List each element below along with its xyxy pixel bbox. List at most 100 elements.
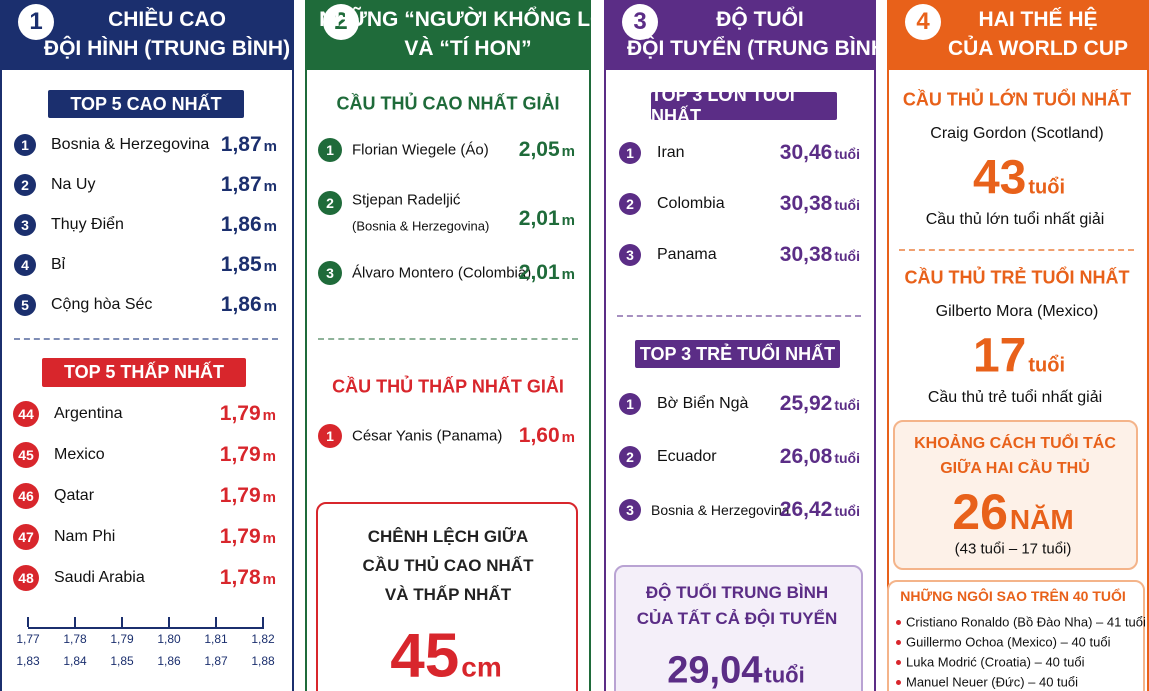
unit: m [262, 530, 276, 547]
scale-tick [74, 617, 76, 627]
rank-badge: 47 [13, 524, 39, 550]
team-name: Cộng hòa Séc [51, 296, 153, 313]
box-line: GIỮA HAI CẦU THỦ [940, 460, 1090, 477]
age-value: 30,38 tuổi [780, 192, 860, 216]
scale-tick [168, 617, 170, 627]
team-name: Argentina [54, 405, 123, 422]
age-value: 26,42 tuổi [780, 498, 860, 522]
unit: tuổi [834, 397, 860, 413]
star-item: Guillermo Ochoa (Mexico) – 40 tuổi [906, 634, 1111, 650]
player-caption: Cầu thủ trẻ tuổi nhất giải [927, 389, 1103, 406]
unit: m [262, 489, 276, 506]
box-line: VÀ THẤP NHẤT [384, 585, 512, 604]
value: 43 [972, 151, 1027, 205]
unit: m [561, 143, 575, 160]
column-title: CHIỀU CAO [108, 8, 226, 31]
unit: tuổi [1028, 176, 1066, 199]
height-value: 1,86 m [221, 293, 277, 317]
age-value: 30,38 tuổi [780, 243, 860, 267]
box-line: CẦU THỦ CAO NHẤT [362, 556, 534, 575]
height-value: 1,60 m [519, 424, 575, 448]
scale-label: 1,80 [157, 632, 181, 646]
height-value: 1,78 m [220, 566, 276, 590]
column-subtitle: ĐỘI TUYỂN (TRUNG BÌNH) [627, 37, 893, 60]
value: 1,86 [220, 293, 262, 316]
rank-badge: 45 [13, 442, 39, 468]
column-subtitle: VÀ “TÍ HON” [404, 37, 532, 60]
section-heading: CẦU THỦ LỚN TUỔI NHẤT [902, 89, 1132, 110]
team-name: Nam Phi [54, 528, 116, 545]
column-frame [604, 70, 876, 691]
highlight-box [316, 502, 578, 691]
team-name: Ecuador [657, 448, 717, 465]
column-frame [887, 70, 1149, 691]
rank-badge: 1 [619, 393, 641, 415]
value: 2,01 [518, 261, 560, 284]
height-value: 1,85 m [221, 253, 277, 277]
rank-badge: 4 [14, 254, 36, 276]
star-item: Manuel Neuer (Đức) – 40 tuổi [906, 674, 1079, 690]
scale-tick [27, 617, 29, 627]
age-value: 25,92 tuổi [780, 392, 860, 416]
box-line: CỦA TẤT CẢ ĐỘI TUYỂN [636, 609, 838, 628]
highlight-box [887, 580, 1145, 691]
rank-badge: 2 [619, 446, 641, 468]
unit: tuổi [834, 197, 860, 213]
box-line: CHÊNH LỆCH GIỮA [367, 527, 529, 546]
height-value: 2,05 m [519, 138, 575, 162]
value: 26,08 [779, 445, 833, 468]
value: 1,86 [220, 213, 262, 236]
unit: tuổi [764, 662, 805, 688]
column-subtitle: CỦA WORLD CUP [947, 37, 1129, 60]
rank-badge: 3 [619, 244, 641, 266]
rank-badge: 46 [13, 483, 39, 509]
team-name: Qatar [54, 487, 95, 504]
section-heading: CẦU THỦ THẤP NHẤT GIẢI [332, 376, 564, 397]
divider [617, 315, 861, 317]
height-value: 1,87 m [221, 173, 277, 197]
scale-label: 1,79 [110, 632, 134, 646]
value: 1,87 [220, 173, 262, 196]
player-name: Florian Wiegele (Áo) [352, 141, 489, 159]
player-name: César Yanis (Panama) [352, 427, 503, 445]
rank-badge: 2 [619, 193, 641, 215]
rank-badge: 5 [14, 294, 36, 316]
player-name: Craig Gordon (Scotland) [930, 125, 1104, 142]
height-value: 1,79 m [220, 484, 276, 508]
age-value: 17 tuổi [973, 329, 1065, 384]
team-name: Panama [657, 246, 717, 263]
age-value: 30,46 tuổi [780, 141, 860, 165]
unit: m [263, 138, 277, 155]
value: 1,79 [219, 484, 261, 507]
scale-label: 1,84 [63, 654, 87, 668]
divider [318, 338, 578, 340]
value: 1,60 [518, 424, 560, 447]
value: 1,85 [220, 253, 262, 276]
bullet [896, 660, 901, 665]
player-name: Stjepan Radeljić [352, 191, 461, 209]
value: 1,79 [219, 402, 261, 425]
column-frame [0, 70, 294, 691]
rank-badge: 44 [13, 401, 39, 427]
value: 30,46 [779, 141, 833, 164]
height-value: 1,79 m [220, 525, 276, 549]
section-heading: CẦU THỦ CAO NHẤT GIẢI [336, 93, 560, 114]
player-caption: Cầu thủ lớn tuổi nhất giải [925, 211, 1105, 228]
unit: tuổi [1028, 354, 1066, 377]
player-name: Gilberto Mora (Mexico) [935, 303, 1099, 320]
value: 1,79 [219, 525, 261, 548]
height-value: 1,79 m [220, 402, 276, 426]
height-value: 2,01 m [519, 261, 575, 285]
unit: tuổi [834, 503, 860, 519]
unit: tuổi [834, 146, 860, 162]
rank-badge: 3 [14, 214, 36, 236]
divider [14, 338, 278, 340]
star-item: Cristiano Ronaldo (Bồ Đào Nha) – 41 tuổi [906, 614, 1146, 630]
unit: m [263, 218, 277, 235]
team-name: Bosnia & Herzegovina [651, 502, 790, 518]
rank-badge: 3 [622, 4, 658, 40]
value: 2,05 [518, 138, 560, 161]
section-pill: TOP 5 CAO NHẤT [48, 90, 244, 118]
scale-label: 1,78 [63, 632, 87, 646]
